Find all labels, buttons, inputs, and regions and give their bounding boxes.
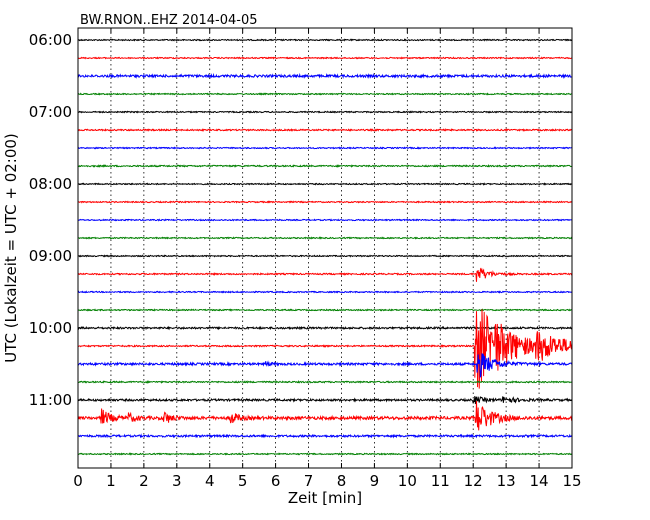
trace-row — [77, 110, 573, 114]
y-tick-label: 09:00 — [29, 247, 72, 265]
y-tick-label: 06:00 — [29, 31, 72, 49]
trace-row — [77, 92, 573, 96]
trace-row — [77, 164, 573, 168]
trace-row — [77, 56, 573, 60]
x-axis: 0 1 2 3 4 5 6 7 8 9 10 11 12 13 14 15 — [73, 28, 582, 490]
x-tick-label: 6 — [271, 472, 281, 490]
x-tick-label: 9 — [370, 472, 380, 490]
x-tick-label: 13 — [497, 472, 516, 490]
x-tick-label: 14 — [530, 472, 549, 490]
y-tick-label: 08:00 — [29, 175, 72, 193]
vertical-grid — [110, 28, 540, 468]
x-tick-label: 5 — [238, 472, 248, 490]
x-tick-label: 11 — [431, 472, 450, 490]
trace-row — [77, 236, 573, 240]
y-tick-label: 11:00 — [29, 391, 72, 409]
trace-row — [77, 353, 573, 379]
x-tick-label: 1 — [106, 472, 116, 490]
y-tick-label: 10:00 — [29, 319, 72, 337]
x-tick-label: 15 — [562, 472, 581, 490]
trace-row — [77, 452, 573, 456]
trace-row — [77, 290, 573, 294]
plot-area — [77, 27, 573, 469]
x-tick-label: 8 — [337, 472, 347, 490]
x-tick-label: 0 — [73, 472, 83, 490]
trace-row — [77, 325, 573, 331]
trace-row — [77, 128, 573, 132]
x-axis-label: Zeit [min] — [288, 489, 362, 507]
trace-row — [77, 254, 573, 258]
trace-row — [77, 38, 573, 42]
y-axis-label: UTC (Lokalzeit = UTC + 02:00) — [2, 133, 20, 363]
trace-row — [77, 72, 573, 80]
y-tick-label: 07:00 — [29, 103, 72, 121]
x-tick-label: 4 — [205, 472, 215, 490]
chart-title: BW.RNON..EHZ 2014-04-05 — [80, 13, 258, 28]
trace-row — [77, 146, 573, 150]
y-axis: 06:00 07:00 08:00 09:00 10:00 11:00 — [29, 31, 572, 409]
trace-row — [77, 182, 573, 186]
x-tick-label: 12 — [464, 472, 483, 490]
trace-row — [77, 309, 573, 389]
x-tick-label: 7 — [304, 472, 314, 490]
trace-row — [77, 267, 573, 282]
x-tick-label: 10 — [398, 472, 417, 490]
x-tick-label: 2 — [139, 472, 149, 490]
trace-row — [77, 218, 573, 222]
trace-row — [77, 433, 573, 439]
trace-row — [77, 380, 573, 384]
trace-rows — [77, 38, 573, 456]
x-tick-label: 3 — [172, 472, 182, 490]
trace-row — [77, 400, 573, 431]
trace-row — [77, 200, 573, 204]
trace-row — [77, 308, 573, 312]
trace-row — [77, 395, 573, 405]
